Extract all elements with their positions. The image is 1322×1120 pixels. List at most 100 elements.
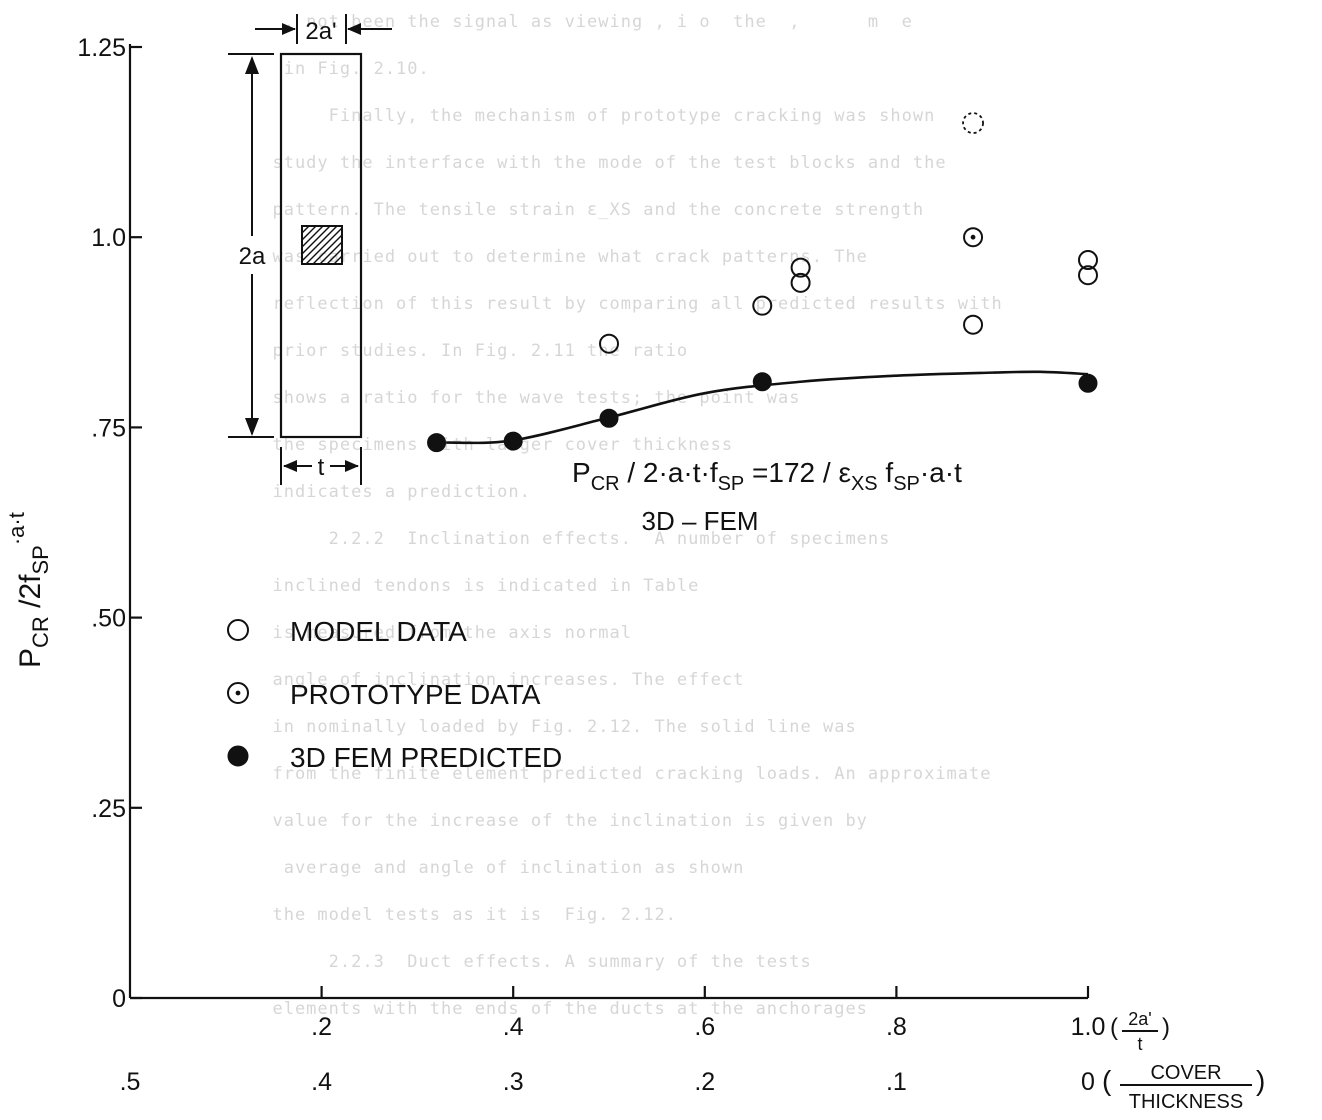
- model-data-point: [790, 257, 811, 278]
- background-text-line: in nominally loaded by Fig. 2.12. The so…: [250, 717, 857, 737]
- background-text-line: the model tests as it is Fig. 2.12.: [250, 905, 677, 925]
- y-tick-label: .75: [91, 414, 126, 442]
- background-text-line: Finally, the mechanism of prototype crac…: [250, 106, 936, 126]
- formula-text: PCR / 2·a·t·fSP =172 / εXS fSP·a·t: [572, 457, 962, 495]
- inset-width-label: 2a': [305, 18, 336, 45]
- background-text-line: reflection of this result by comparing a…: [250, 294, 1003, 314]
- background-text-line: from the finite element predicted cracki…: [250, 764, 992, 784]
- legend-label: 3D FEM PREDICTED: [290, 742, 562, 773]
- prototype-data-point: [227, 682, 249, 704]
- background-text-line: , not been the signal as viewing , i o t…: [250, 12, 913, 32]
- inset-height-arrowhead-bottom: [245, 418, 259, 436]
- model-data-point: [752, 295, 773, 316]
- text-segment: P: [572, 457, 591, 488]
- fem-predicted-point: [752, 372, 772, 392]
- annotation: PCR / 2·a·t·fSP =172 / εXS fSP·a·t3D – F…: [572, 457, 962, 536]
- inset-hatch-line: [340, 262, 343, 265]
- x-tick-label: .4: [503, 1013, 524, 1041]
- background-text-line: inclined tendons is indicated in Table: [250, 576, 700, 596]
- secondary-x-tick-label: .4: [311, 1068, 332, 1096]
- prototype-data-point-center: [235, 690, 241, 696]
- inset-hatch-line: [326, 248, 343, 265]
- data-points: [427, 112, 1098, 453]
- inset-hatch-line: [333, 255, 343, 265]
- secondary-unit-numerator: COVER: [1150, 1062, 1221, 1084]
- model-data-point: [1078, 250, 1098, 271]
- text-segment: =172 / ε: [744, 457, 851, 488]
- inset-rectangle: [279, 52, 363, 439]
- text-segment: SP: [718, 473, 745, 495]
- x-tick-label: .6: [694, 1013, 715, 1041]
- y-tick-label: 1.0: [91, 224, 126, 252]
- secondary-x-tick-label: .2: [694, 1068, 715, 1096]
- text-segment: SP: [28, 545, 53, 574]
- background-text-line: 2.2.2 Inclination effects. A number of s…: [250, 529, 891, 549]
- x-unit-denominator: t: [1137, 1034, 1142, 1054]
- y-axis-label-text: PCR /2fSP·a·t: [4, 512, 53, 668]
- model-data-point: [790, 272, 811, 293]
- background-text-line: 2.2.3 Duct effects. A summary of the tes…: [250, 952, 812, 972]
- inset-anchor-square: [301, 225, 343, 265]
- text-segment: f: [878, 457, 894, 488]
- fem-predicted-point: [227, 745, 249, 767]
- x-tick-label: .8: [886, 1013, 907, 1041]
- inset-width-arrowhead-left: [282, 23, 296, 35]
- fem-predicted-point: [427, 433, 447, 453]
- background-text-line: indicates a prediction.: [250, 482, 531, 502]
- inset-hatch-line: [301, 225, 317, 241]
- secondary-x-tick-label: .3: [503, 1068, 524, 1096]
- secondary-unit-denominator: THICKNESS: [1129, 1091, 1243, 1113]
- inset-thickness-arrowhead-right: [345, 460, 359, 472]
- secondary-x-tick-label: .1: [886, 1068, 907, 1096]
- inset-hatch-line: [305, 227, 343, 265]
- inset-height-label: 2a: [239, 243, 266, 270]
- background-text-line: is measured from the axis normal: [250, 623, 632, 643]
- background-text-line: the specimens with larger cover thicknes…: [250, 435, 734, 455]
- text-segment: ·a·t: [4, 512, 29, 545]
- inset-hatch-line: [301, 225, 331, 255]
- fem-predicted-point: [1078, 373, 1098, 393]
- x-unit-paren-open: (: [1110, 1014, 1118, 1041]
- background-text-line: elements with the ends of the ducts at t…: [250, 999, 868, 1019]
- background-text-line: prior studies. In Fig. 2.11 the ratio: [250, 341, 689, 361]
- inset-hatch-line: [301, 225, 338, 262]
- inset-hatch-line: [301, 225, 324, 248]
- model-data-point: [1078, 265, 1098, 286]
- fem-predicted-point: [503, 431, 523, 451]
- background-text-line: angle of inclination increases. The effe…: [250, 670, 745, 690]
- text-segment: XS: [851, 473, 878, 495]
- y-tick-label: 0: [112, 985, 126, 1013]
- fit-curve: [446, 370, 1089, 445]
- legend-label: MODEL DATA: [290, 616, 467, 647]
- text-segment: / 2·a·t·f: [620, 457, 718, 488]
- x-tick-label: 1.0: [1071, 1013, 1106, 1041]
- background-text-line: average and angle of inclination as show…: [250, 858, 745, 878]
- model-data-point: [963, 314, 984, 335]
- text-segment: SP: [893, 473, 920, 495]
- ticks: 0.25.50.751.01.25.2.4.6.8 1.0(2a't).5.4.3…: [77, 34, 1265, 1113]
- prototype-data-point: [963, 227, 984, 248]
- y-axis-label: PCR /2fSP·a·t: [4, 512, 53, 668]
- background-text-line: in Fig. 2.10.: [250, 59, 430, 79]
- legend-label: PROTOTYPE DATA: [290, 679, 541, 710]
- text-segment: P: [14, 648, 47, 668]
- text-segment: /2f: [14, 574, 47, 616]
- text-segment: CR: [591, 473, 620, 495]
- fem-predicted-point: [599, 408, 619, 428]
- legend: MODEL DATA PROTOTYPE DATA 3D FEM PREDICTED: [227, 616, 562, 773]
- model-data-point: [599, 333, 619, 354]
- y-tick-label: 1.25: [77, 34, 126, 62]
- text-segment: CR: [28, 616, 53, 648]
- secondary-unit-paren-open: (: [1102, 1065, 1112, 1096]
- prototype-data-point-center: [970, 234, 976, 240]
- inset-height-arrowhead-top: [245, 56, 259, 74]
- inset-hatch-line: [319, 241, 343, 265]
- background-text-line: study the interface with the mode of the…: [250, 153, 947, 173]
- model-data-point: [227, 619, 249, 641]
- inset-diagram: 2a' 2a t: [228, 14, 392, 485]
- x-tick-label: .2: [311, 1013, 332, 1041]
- fit-curve-group: [446, 370, 1089, 445]
- axes: [128, 44, 1088, 1000]
- secondary-x-tick-label: .5: [120, 1068, 141, 1096]
